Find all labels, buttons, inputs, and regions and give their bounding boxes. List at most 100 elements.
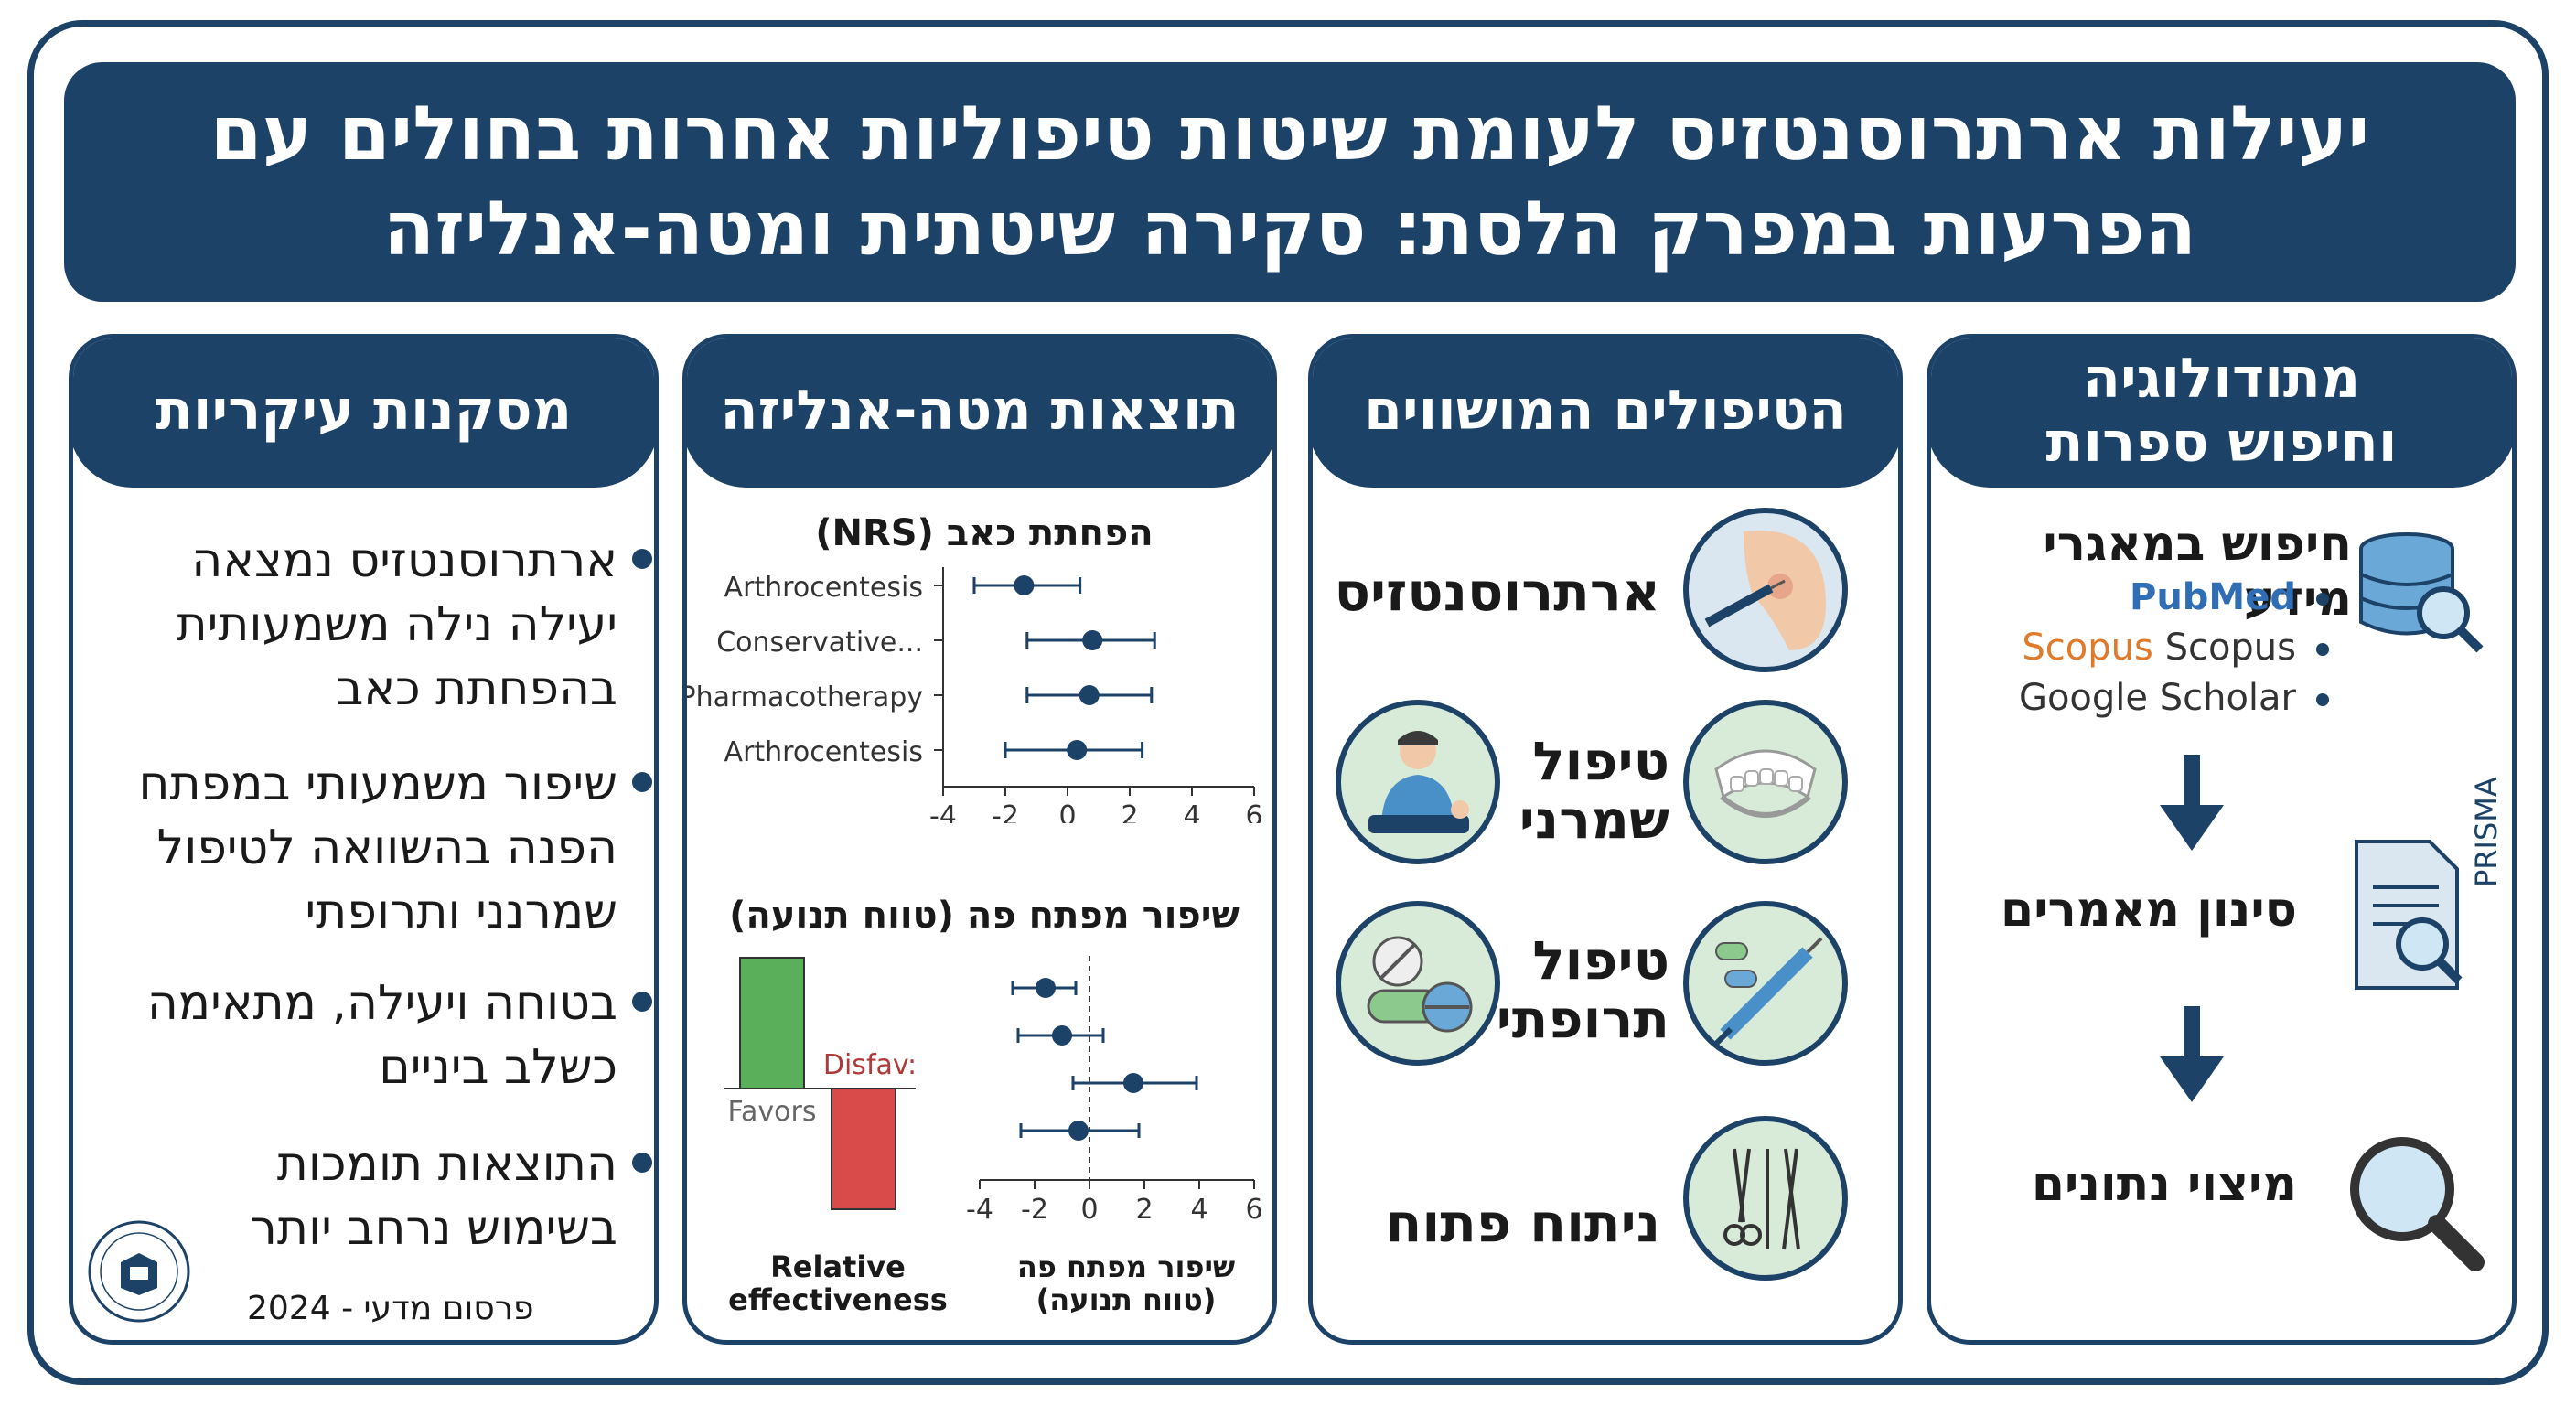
results-header: תוצאות מטה-אנליזה — [687, 338, 1272, 488]
bullet-icon — [632, 1153, 652, 1173]
treatment-arthrocentesis-label: ארתרוסנטזיס — [1334, 561, 1660, 623]
syringe-icon — [1683, 901, 1848, 1066]
physiotherapist-icon — [1336, 700, 1500, 864]
treatments-header: הטיפולים המושווים — [1313, 338, 1898, 488]
x-tick-label: 4 — [1183, 800, 1200, 823]
step-data-extraction: מיצוי נתונים — [2031, 1157, 2297, 1212]
scopus-name: Scopus — [2164, 627, 2296, 669]
methodology-header-line-1: מתודולוגיה — [2082, 347, 2361, 411]
conclusion-item-3: בטוחה ויעילה, מתאימה כשלב ביניים — [105, 971, 652, 1099]
conservative-line-1: טיפול — [1532, 730, 1669, 792]
bullet-icon — [632, 549, 652, 569]
category-label: Pharmacotherapy — [687, 681, 923, 713]
pharmacotherapy-line-1: טיפול — [1532, 929, 1669, 992]
conclusion-1-line-2: יעילה נילה משמעותית — [176, 597, 617, 652]
results-panel: תוצאות מטה-אנליזה הפחתת כאב (NRS) Arthro… — [682, 334, 1277, 1345]
mouth-opening-chart-title: שיפור מפתח פה (טווח תנועה) — [729, 895, 1240, 937]
pain-forest-plot: Arthrocentesis Conservative... Pharmacothe… — [687, 567, 1263, 823]
point-estimate — [1067, 740, 1088, 760]
x-tick-label: 0 — [1058, 800, 1076, 823]
treatments-panel: הטיפולים המושווים ארתרוסנטזיס טיפול שמרנ… — [1308, 334, 1903, 1345]
publication-footer: פרסום מדעי - 2024 — [247, 1290, 534, 1327]
conclusion-2-line-2: הפנה בהשוואה לטיפול — [156, 820, 617, 875]
conclusion-2-line-3: שמרנני ותרופתי — [305, 885, 617, 939]
axis-label-line-1: שיפור מפתח פה — [1016, 1249, 1236, 1284]
x-tick-label: -2 — [1021, 1194, 1048, 1226]
mouth-opening-axis-label: שיפור מפתח פה (טווח תנועה) — [980, 1250, 1272, 1316]
treatment-conservative-label: טיפול שמרני — [1519, 732, 1669, 849]
conclusion-item-1: ארתרוסנטזיס נמצאה יעילה נילה משמעותית בה… — [105, 529, 652, 721]
database-search-icon — [2359, 532, 2484, 653]
title-line-1: יעילות ארתרוסנטזיס לעומת שיטות טיפוליות … — [209, 91, 2370, 177]
point-estimate — [1082, 630, 1103, 650]
arrow-down-icon — [2160, 1006, 2224, 1102]
x-tick-label: 4 — [1190, 1194, 1208, 1226]
pills-icon — [1336, 901, 1500, 1066]
pharmacotherapy-line-2: תרופתי — [1496, 988, 1669, 1050]
conclusion-1-line-1: ארתרוסנטזיס נמצאה — [191, 533, 617, 588]
x-tick-label: 6 — [1245, 1194, 1262, 1226]
category-label: Arthrocentesis — [724, 736, 923, 768]
relative-effectiveness-label: Relative effectiveness — [705, 1250, 971, 1316]
methodology-header: מתודולוגיה וחיפוש ספרות — [1931, 338, 2512, 488]
step-database-search: חיפוש במאגרי מידע — [2043, 517, 2352, 627]
bullet-icon — [2316, 693, 2329, 706]
methodology-header-line-2: וחיפוש ספרות — [2045, 411, 2398, 475]
conclusion-3-line-2: כשלב ביניים — [379, 1040, 617, 1095]
conclusions-panel: מסקנות עיקריות ארתרוסנטזיס נמצאה יעילה נ… — [69, 334, 659, 1345]
bullet-icon — [2316, 643, 2329, 656]
relative-label-line-2: effectiveness — [728, 1282, 948, 1317]
outer-frame — [27, 20, 2549, 1385]
x-tick-label: -4 — [966, 1194, 993, 1226]
x-tick-label: 0 — [1080, 1194, 1098, 1226]
conclusion-4-line-2: בשימוש נרחב יותר — [250, 1201, 617, 1256]
bullet-icon — [632, 992, 652, 1012]
point-estimate — [1079, 685, 1100, 705]
x-tick-label: 6 — [1245, 800, 1262, 823]
x-tick-label: -4 — [929, 800, 957, 823]
prisma-label: PRISMA — [2469, 777, 2504, 887]
disfavors-label: Disfav: — [823, 1049, 917, 1081]
university-seal-icon — [88, 1220, 190, 1323]
magnifier-icon — [2350, 1137, 2485, 1271]
step-article-screening: סינון מאמרים — [2001, 883, 2297, 938]
conclusions-header: מסקנות עיקריות — [73, 338, 654, 488]
favors-bar — [739, 957, 805, 1089]
point-estimate — [1036, 978, 1056, 998]
axis-label-line-2: (טווח תנועה) — [1036, 1282, 1217, 1317]
pubmed-logo: PubMed — [2130, 576, 2296, 618]
x-tick-label: 2 — [1121, 800, 1138, 823]
arrow-down-icon — [2160, 755, 2224, 851]
category-label: Arthrocentesis — [724, 572, 923, 604]
bullet-icon — [632, 772, 652, 792]
surgical-instruments-icon — [1683, 1116, 1848, 1281]
treatment-surgery-label: ניתוח פתוח — [1385, 1192, 1660, 1254]
disfavors-bar — [831, 1088, 896, 1210]
relative-label-line-1: Relative — [770, 1249, 906, 1284]
title-line-2: הפרעות במפרק הלסת: סקירה שיטתית ומטה-אנל… — [382, 186, 2197, 273]
category-label: Conservative... — [716, 627, 923, 659]
conclusion-item-4: התוצאות תומכות בשימוש נרחב יותר — [105, 1132, 652, 1260]
jaw-injection-icon — [1683, 508, 1848, 672]
occlusal-splint-icon — [1683, 700, 1848, 864]
point-estimate — [1123, 1073, 1143, 1093]
pain-chart-title: הפחתת כאב (NRS) — [815, 512, 1154, 554]
google-scholar-name: Google Scholar — [2018, 677, 2296, 719]
conclusion-item-2: שיפור משמעותי במפתח הפנה בהשוואה לטיפול … — [105, 752, 652, 944]
page-title: יעילות ארתרוסנטזיס לעומת שיטות טיפוליות … — [64, 62, 2516, 302]
point-estimate — [1052, 1025, 1072, 1046]
database-scopus: Scopus Scopus — [2022, 627, 2329, 669]
document-search-icon — [2355, 840, 2463, 990]
conclusion-1-line-3: בהפחתת כאב — [336, 661, 617, 716]
scopus-logo: Scopus — [2022, 627, 2153, 669]
point-estimate — [1014, 575, 1035, 595]
conservative-line-2: שמרני — [1519, 788, 1669, 851]
conclusion-3-line-1: בטוחה ויעילה, מתאימה — [146, 976, 617, 1031]
favors-label: Favors — [728, 1096, 817, 1128]
treatment-pharmacotherapy-label: טיפול תרופתי — [1497, 931, 1669, 1048]
methodology-panel: מתודולוגיה וחיפוש ספרות חיפוש במאגרי מיד… — [1927, 334, 2517, 1345]
x-tick-label: -2 — [992, 800, 1019, 823]
database-pubmed: PubMed — [2130, 576, 2329, 618]
point-estimate — [1068, 1121, 1089, 1141]
